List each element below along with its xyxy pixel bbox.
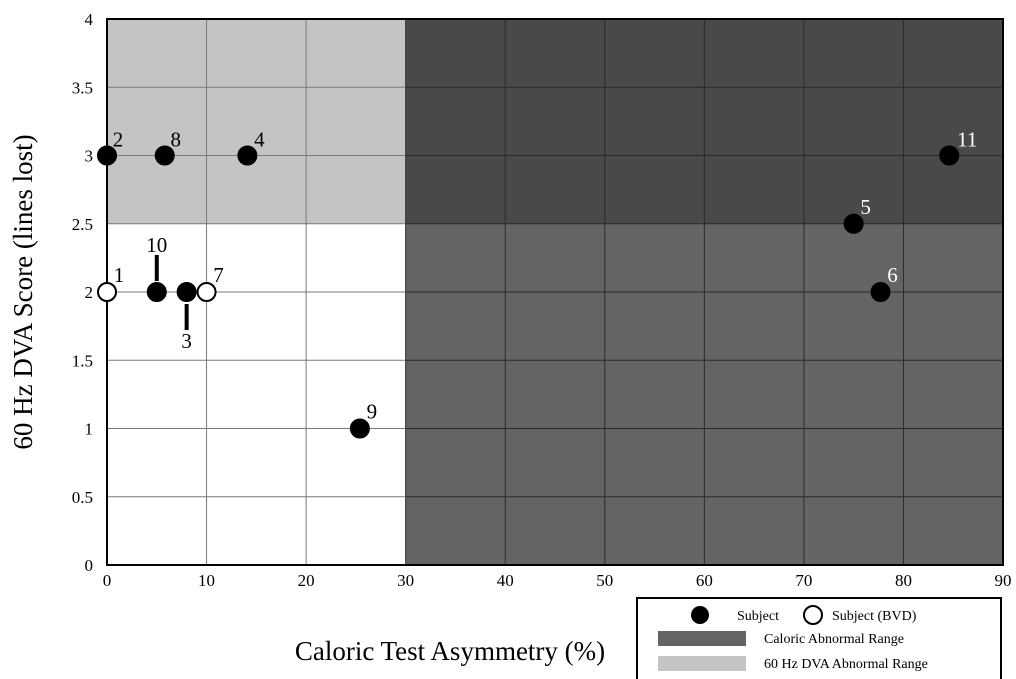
- x-tick-label: 20: [298, 571, 315, 590]
- subject-point: [843, 213, 864, 234]
- x-tick-label: 80: [895, 571, 912, 590]
- y-tick-label: 0.5: [72, 488, 93, 507]
- y-tick-label: 1: [85, 420, 94, 439]
- x-tick-label: 30: [397, 571, 414, 590]
- y-tick-label: 2.5: [72, 215, 93, 234]
- point-label: 9: [367, 400, 378, 424]
- y-tick-label: 0: [85, 556, 94, 575]
- y-tick-label: 2: [85, 283, 94, 302]
- subject-point: [154, 145, 175, 166]
- x-tick-label: 10: [198, 571, 215, 590]
- legend-subject-label: Subject: [737, 609, 779, 624]
- legend-caloric-label: Caloric Abnormal Range: [764, 632, 904, 647]
- grid-layer: [106, 18, 1004, 566]
- subject-point: [176, 282, 197, 302]
- x-axis-label: Caloric Test Asymmetry (%): [295, 636, 605, 666]
- point-label: 6: [887, 263, 898, 287]
- x-tick-label: 40: [497, 571, 514, 590]
- point-label: 1: [114, 263, 125, 287]
- point-label: 7: [213, 263, 224, 287]
- legend: Subject Subject (BVD) Caloric Abnormal R…: [636, 597, 1002, 679]
- point-label: 4: [254, 128, 265, 152]
- legend-bvd-label: Subject (BVD): [832, 609, 917, 624]
- y-tick-label: 3.5: [72, 78, 93, 97]
- subject-point: [97, 145, 117, 166]
- point-label: 5: [860, 195, 871, 219]
- point-label: 10: [146, 233, 167, 257]
- legend-subject-marker: [691, 606, 709, 624]
- legend-bvd-marker: [803, 605, 823, 625]
- y-axis-label: 60 Hz DVA Score (lines lost): [8, 134, 38, 449]
- point-label: 8: [170, 128, 181, 152]
- tick-labels: 0 10 20 30 40 50 60 70 80 90 0 0.5 1 1.5 2 2.5 3 3.5 4: [72, 10, 1012, 590]
- x-tick-label: 60: [696, 571, 713, 590]
- subject-point: [237, 145, 258, 166]
- legend-dva-swatch: [658, 656, 746, 671]
- x-tick-label: 50: [596, 571, 613, 590]
- subject-point: [349, 418, 370, 439]
- y-tick-label: 4: [85, 10, 94, 29]
- x-tick-label: 0: [103, 571, 112, 590]
- point-label: 2: [113, 128, 124, 152]
- point-label: 3: [181, 329, 192, 353]
- x-tick-label: 90: [995, 571, 1012, 590]
- subject-point: [870, 282, 891, 302]
- subject-bvd-point: [97, 282, 117, 302]
- legend-dva-label: 60 Hz DVA Abnormal Range: [764, 657, 928, 672]
- subject-bvd-point: [196, 282, 217, 302]
- point-label: 11: [957, 128, 977, 152]
- subject-point: [939, 145, 960, 166]
- leader-lines: [154, 255, 189, 330]
- legend-caloric-swatch: [658, 631, 746, 646]
- x-tick-label: 70: [795, 571, 812, 590]
- region-60-hz-dva-abnormal-range: [107, 19, 406, 224]
- subject-point: [146, 282, 167, 302]
- data-points: [97, 145, 960, 439]
- y-tick-label: 1.5: [72, 351, 93, 370]
- y-tick-label: 3: [85, 147, 94, 166]
